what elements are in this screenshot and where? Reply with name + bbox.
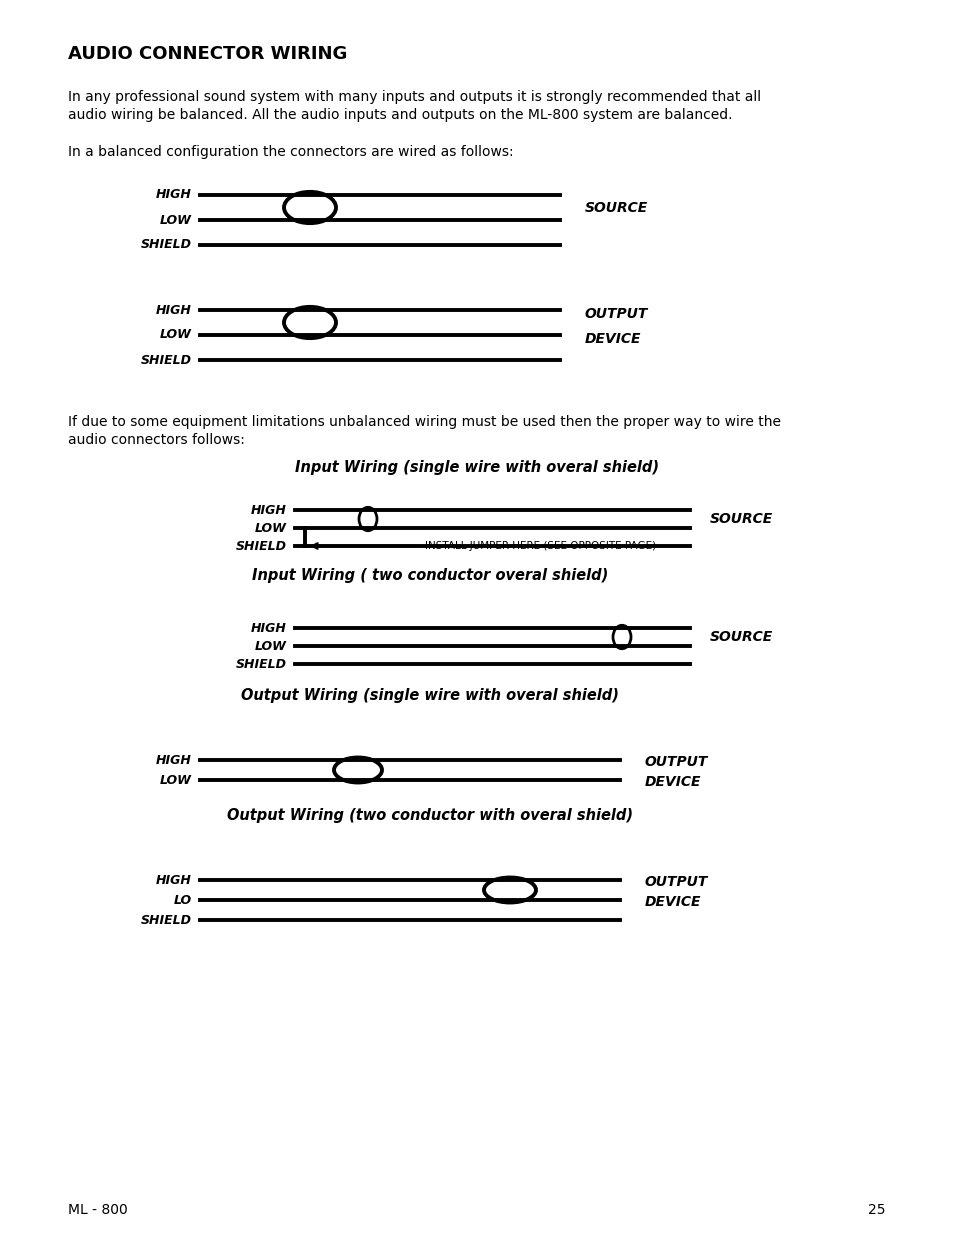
- Text: Input Wiring (single wire with overal shield): Input Wiring (single wire with overal sh…: [294, 459, 659, 475]
- Text: SHIELD: SHIELD: [141, 914, 192, 926]
- Text: LOW: LOW: [254, 640, 287, 652]
- Text: HIGH: HIGH: [251, 621, 287, 635]
- Text: LOW: LOW: [160, 329, 192, 342]
- Text: Input Wiring ( two conductor overal shield): Input Wiring ( two conductor overal shie…: [252, 568, 607, 583]
- Text: DEVICE: DEVICE: [644, 895, 700, 909]
- Text: SOURCE: SOURCE: [709, 513, 773, 526]
- Text: HIGH: HIGH: [156, 189, 192, 201]
- Text: HIGH: HIGH: [251, 504, 287, 516]
- Text: LOW: LOW: [160, 214, 192, 226]
- Text: HIGH: HIGH: [156, 873, 192, 887]
- Text: SOURCE: SOURCE: [709, 630, 773, 643]
- Text: LOW: LOW: [254, 521, 287, 535]
- Text: 25: 25: [867, 1203, 885, 1216]
- Text: INSTALL JUMPER HERE (SEE OPPOSITE PAGE): INSTALL JUMPER HERE (SEE OPPOSITE PAGE): [424, 541, 656, 551]
- Text: In a balanced configuration the connectors are wired as follows:: In a balanced configuration the connecto…: [68, 144, 513, 159]
- Text: audio wiring be balanced. All the audio inputs and outputs on the ML-800 system : audio wiring be balanced. All the audio …: [68, 107, 732, 122]
- Text: OUTPUT: OUTPUT: [644, 876, 708, 889]
- Text: DEVICE: DEVICE: [584, 332, 640, 346]
- Text: SHIELD: SHIELD: [141, 238, 192, 252]
- Text: audio connectors follows:: audio connectors follows:: [68, 433, 245, 447]
- Text: LOW: LOW: [160, 773, 192, 787]
- Text: ML - 800: ML - 800: [68, 1203, 128, 1216]
- Text: In any professional sound system with many inputs and outputs it is strongly rec: In any professional sound system with ma…: [68, 90, 760, 104]
- Text: SHIELD: SHIELD: [235, 657, 287, 671]
- Text: LO: LO: [173, 893, 192, 906]
- Text: SHIELD: SHIELD: [235, 540, 287, 552]
- Text: Output Wiring (single wire with overal shield): Output Wiring (single wire with overal s…: [241, 688, 618, 703]
- Text: If due to some equipment limitations unbalanced wiring must be used then the pro: If due to some equipment limitations unb…: [68, 415, 781, 429]
- Text: DEVICE: DEVICE: [644, 776, 700, 789]
- Text: HIGH: HIGH: [156, 753, 192, 767]
- Text: Output Wiring (two conductor with overal shield): Output Wiring (two conductor with overal…: [227, 808, 633, 823]
- Text: OUTPUT: OUTPUT: [644, 755, 708, 769]
- Text: AUDIO CONNECTOR WIRING: AUDIO CONNECTOR WIRING: [68, 44, 347, 63]
- Text: HIGH: HIGH: [156, 304, 192, 316]
- Text: SHIELD: SHIELD: [141, 353, 192, 367]
- Text: OUTPUT: OUTPUT: [584, 308, 648, 321]
- Text: SOURCE: SOURCE: [584, 200, 648, 215]
